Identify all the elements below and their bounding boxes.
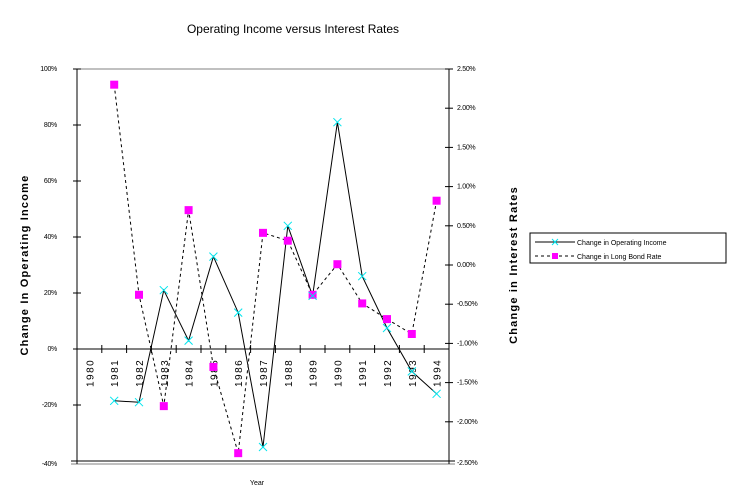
data-point-long-bond-rate <box>358 299 367 308</box>
data-point-long-bond-rate <box>407 329 416 338</box>
data-point-operating-income <box>308 291 317 301</box>
legend-box <box>529 232 727 264</box>
data-point-long-bond-rate <box>159 402 168 411</box>
legend: Change in Operating Income Change in Lon… <box>529 232 727 264</box>
right-axis-tick-label: -1.50% <box>457 380 477 387</box>
right-axis-tick-label: 0.50% <box>457 223 475 230</box>
data-point-operating-income <box>159 285 169 295</box>
y2-axis-title: Change in Interest Rates <box>508 186 520 344</box>
x-axis-tick-label: 1991 <box>358 359 369 387</box>
series-layer <box>109 80 441 458</box>
x-axis-tick-label: 1986 <box>234 359 245 387</box>
x-axis-tick-label: 1992 <box>383 359 394 387</box>
data-point-long-bond-rate <box>333 260 342 269</box>
x-axis-tick-label: 1980 <box>85 359 96 387</box>
x-axis-tick-label: 1984 <box>185 359 196 387</box>
x-axis-tick-label: 1988 <box>284 359 295 387</box>
left-axis: 100% 80% 60% 40% 20% 0% -20% -40% <box>40 66 81 468</box>
right-axis-tick-label: 2.00% <box>457 105 475 112</box>
left-axis-tick-label: -40% <box>42 461 57 468</box>
data-point-long-bond-rate <box>383 315 391 324</box>
left-axis-tick-label: 20% <box>44 290 57 297</box>
right-axis-tick-label: 0.00% <box>457 262 475 269</box>
data-point-operating-income <box>432 389 441 399</box>
x-axis: 1980 1981 1982 1983 1984 1985 1986 1987 1988 1989… <box>77 345 449 387</box>
x-axis-tick-label: 1982 <box>135 359 146 387</box>
data-point-operating-income <box>209 252 218 261</box>
data-point-long-bond-rate <box>234 449 243 458</box>
data-point-operating-income <box>357 271 367 281</box>
data-point-operating-income <box>258 442 268 452</box>
legend-square-marker-icon <box>552 253 558 259</box>
data-point-long-bond-rate <box>308 290 317 299</box>
left-axis-tick-label: 40% <box>44 234 57 241</box>
data-point-operating-income <box>333 117 342 127</box>
legend-x-marker-icon <box>551 238 559 246</box>
right-axis-tick-label: -2.50% <box>457 460 477 467</box>
x-axis-tick-label: 1994 <box>433 359 444 387</box>
left-axis-tick-label: 60% <box>44 178 57 185</box>
data-point-long-bond-rate <box>432 196 441 205</box>
legend-item-long-bond-rate: Change in Long Bond Rate <box>535 253 662 261</box>
right-axis-tick-label: -2.00% <box>457 419 477 426</box>
data-point-long-bond-rate <box>259 228 267 237</box>
x-axis-tick-label: 1989 <box>309 359 320 387</box>
data-point-long-bond-rate <box>110 80 119 89</box>
y-axis-title: Change In Operating Income <box>19 175 31 356</box>
right-axis-tick-label: 2.50% <box>457 66 475 73</box>
data-point-long-bond-rate <box>184 206 193 215</box>
data-point-operating-income <box>109 396 119 406</box>
series-line-long-bond-rate <box>113 84 438 454</box>
plot-frame <box>71 68 455 465</box>
right-axis-tick-label: -0.50% <box>457 301 477 308</box>
x-axis-tick-label: 1985 <box>209 359 220 387</box>
right-axis: 2.50% 2.00% 1.50% 1.00% 0.50% 0.00% -0.50% -1.0… <box>445 66 478 467</box>
left-axis-tick-label: 100% <box>40 66 57 73</box>
legend-label: Change in Long Bond Rate <box>577 254 662 261</box>
x-axis-title: Year <box>250 480 265 487</box>
chart-title: Operating Income versus Interest Rates <box>187 22 399 36</box>
data-point-operating-income <box>382 323 392 333</box>
legend-label: Change in Operating Income <box>577 240 667 247</box>
data-point-long-bond-rate <box>209 362 218 371</box>
x-axis-tick-label: 1990 <box>333 359 344 387</box>
right-axis-tick-label: -1.00% <box>457 340 477 347</box>
right-axis-tick-label: 1.50% <box>457 144 475 151</box>
left-axis-tick-label: 80% <box>44 122 57 129</box>
series-line-operating-income <box>114 122 437 448</box>
data-point-long-bond-rate <box>283 236 292 245</box>
data-point-operating-income <box>134 397 144 407</box>
left-axis-tick-label: -20% <box>42 402 57 409</box>
data-point-operating-income <box>233 308 243 317</box>
left-axis-tick-label: 0% <box>47 346 57 353</box>
data-point-operating-income <box>407 367 417 376</box>
x-axis-tick-label: 1981 <box>110 359 121 387</box>
right-axis-tick-label: 1.00% <box>457 184 475 191</box>
data-point-operating-income <box>184 336 193 345</box>
x-axis-tick-label: 1987 <box>259 359 270 387</box>
x-axis-tick-label: 1983 <box>160 359 171 387</box>
data-point-operating-income <box>283 221 293 231</box>
data-point-long-bond-rate <box>135 290 143 299</box>
legend-item-operating-income: Change in Operating Income <box>535 238 667 247</box>
